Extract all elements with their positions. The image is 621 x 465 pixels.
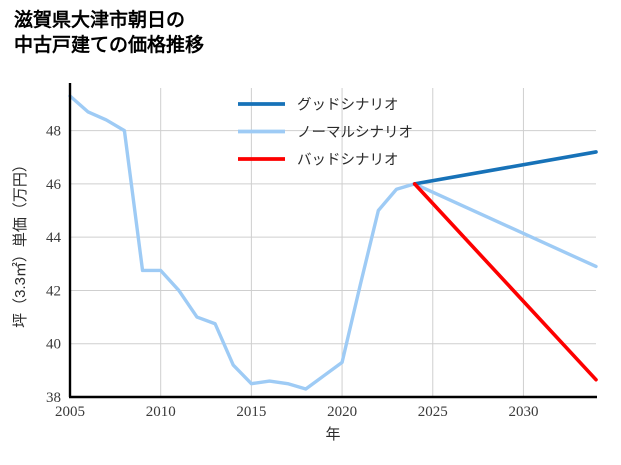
x-tick-label: 2010 [146,404,176,420]
y-tick-label: 44 [46,230,62,246]
x-tick-label: 2005 [55,404,85,420]
chart-title: 滋賀県大津市朝日の 中古戸建ての価格推移 [14,10,205,57]
legend-label: グッドシナリオ [297,97,399,114]
y-tick-label: 46 [46,177,62,193]
x-axis-label: 年 [325,426,340,443]
x-tick-label: 2020 [327,404,357,420]
series-lines-group [68,94,598,391]
series-line [412,182,598,382]
x-axis-ticks-group: 2005 2010 2015 2020 2025 2030 [55,404,538,420]
y-tick-label: 48 [46,124,61,140]
y-axis-ticks-group: 38 40 42 44 46 48 [46,124,62,406]
legend-label: ノーマルシナリオ [297,125,413,141]
y-axis-label: 坪（3.3㎡）単価（万円） [12,157,29,328]
y-tick-label: 38 [46,390,61,406]
series-line [412,150,598,186]
x-tick-label: 2025 [418,404,448,420]
series-line [68,94,598,391]
x-tick-label: 2015 [236,404,266,420]
y-tick-label: 40 [46,337,61,353]
legend-label: バッドシナリオ [297,153,399,169]
y-tick-label: 42 [46,283,61,299]
x-tick-label: 2030 [508,404,538,420]
